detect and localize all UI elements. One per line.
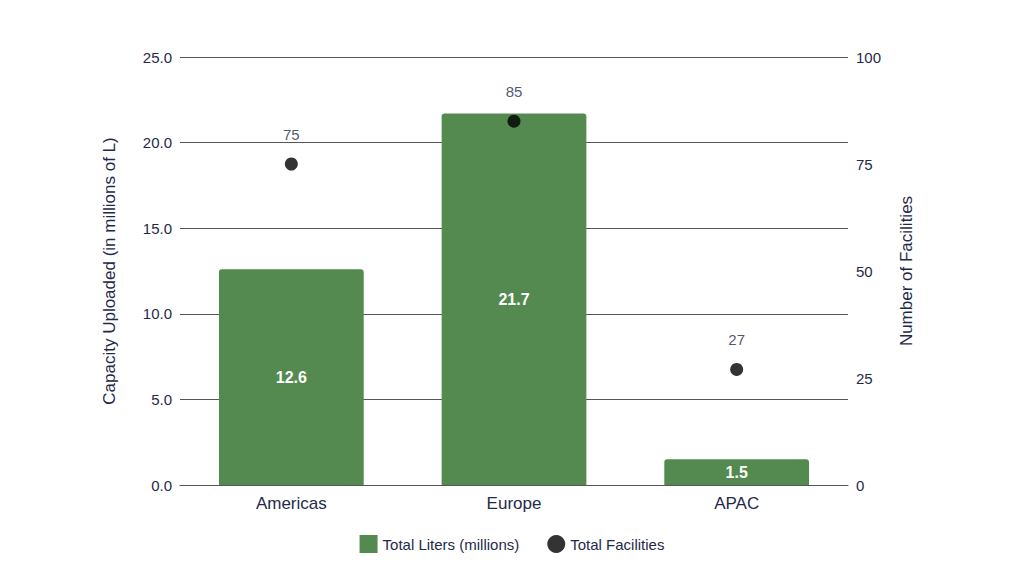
- svg-text:25: 25: [856, 370, 873, 387]
- svg-text:5.0: 5.0: [151, 391, 172, 408]
- svg-text:1.5: 1.5: [726, 464, 748, 481]
- svg-text:21.7: 21.7: [498, 291, 529, 308]
- svg-text:20.0: 20.0: [143, 134, 172, 151]
- svg-text:75: 75: [283, 126, 300, 143]
- svg-text:10.0: 10.0: [143, 305, 172, 322]
- svg-text:100: 100: [856, 49, 881, 66]
- svg-text:Americas: Americas: [256, 494, 327, 513]
- svg-text:0: 0: [856, 477, 864, 494]
- svg-text:Number of Facilities: Number of Facilities: [897, 196, 916, 346]
- svg-text:Total Facilities: Total Facilities: [570, 536, 664, 553]
- svg-text:25.0: 25.0: [143, 49, 172, 66]
- svg-text:Europe: Europe: [487, 494, 542, 513]
- svg-text:15.0: 15.0: [143, 220, 172, 237]
- svg-text:27: 27: [728, 331, 745, 348]
- svg-text:85: 85: [506, 83, 523, 100]
- svg-text:75: 75: [856, 156, 873, 173]
- svg-text:Total Liters (millions): Total Liters (millions): [383, 536, 520, 553]
- svg-text:Capacity Uploaded (in millions: Capacity Uploaded (in millions of L): [100, 137, 119, 404]
- svg-text:12.6: 12.6: [276, 369, 307, 386]
- svg-text:APAC: APAC: [714, 494, 759, 513]
- svg-text:50: 50: [856, 263, 873, 280]
- svg-text:0.0: 0.0: [151, 477, 172, 494]
